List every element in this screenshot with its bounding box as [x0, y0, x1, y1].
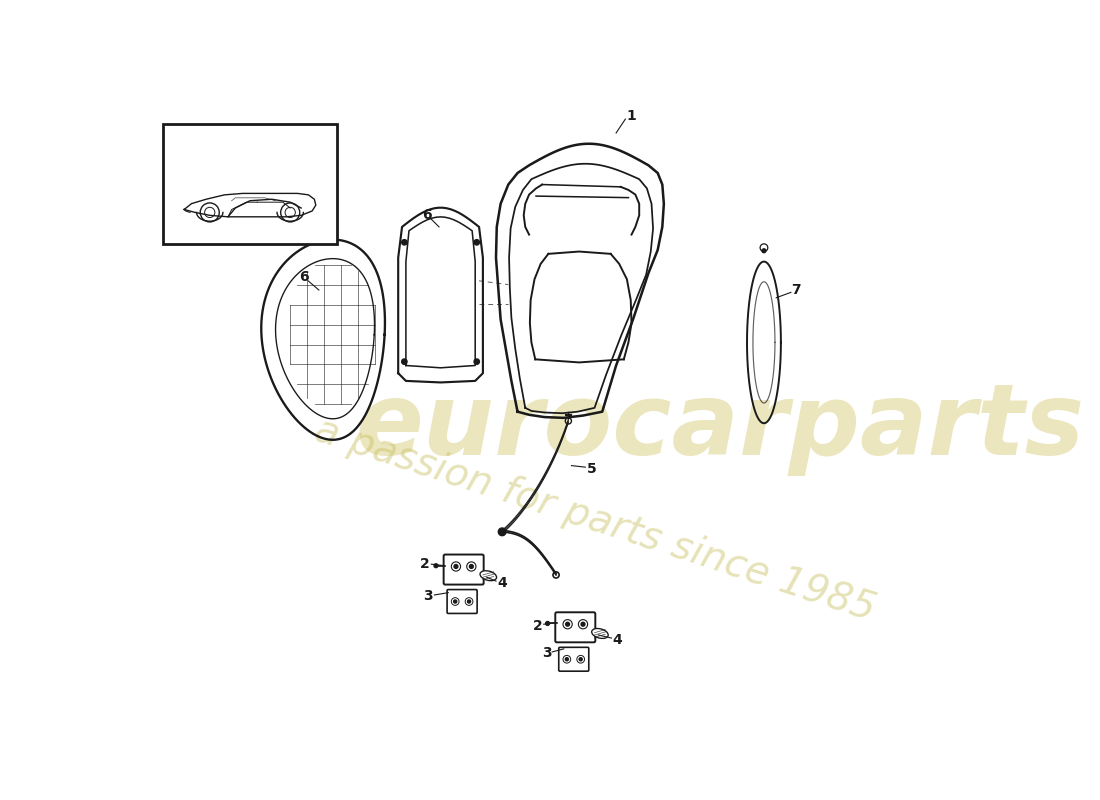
Text: eurocarparts: eurocarparts: [356, 378, 1085, 475]
Text: 7: 7: [792, 283, 801, 297]
Bar: [163, 124, 338, 244]
Text: a passion for parts since 1985: a passion for parts since 1985: [310, 410, 880, 628]
Ellipse shape: [480, 570, 496, 581]
Circle shape: [580, 658, 582, 661]
Circle shape: [434, 564, 438, 568]
Circle shape: [474, 359, 480, 364]
Circle shape: [402, 240, 407, 245]
Text: 2: 2: [420, 557, 430, 571]
Circle shape: [453, 600, 456, 603]
Text: 3: 3: [424, 590, 433, 603]
Circle shape: [762, 249, 766, 253]
FancyBboxPatch shape: [556, 612, 595, 642]
Circle shape: [581, 622, 585, 626]
Circle shape: [474, 240, 480, 245]
Text: 3: 3: [542, 646, 551, 661]
Circle shape: [546, 622, 550, 626]
FancyBboxPatch shape: [447, 590, 477, 614]
Text: 6: 6: [299, 270, 308, 284]
FancyBboxPatch shape: [559, 647, 588, 671]
Text: 2: 2: [532, 618, 542, 633]
Text: 1: 1: [627, 109, 637, 123]
Circle shape: [454, 565, 458, 568]
Text: 6: 6: [422, 208, 431, 222]
Text: 4: 4: [613, 633, 623, 646]
Ellipse shape: [592, 629, 608, 638]
Circle shape: [565, 658, 569, 661]
FancyBboxPatch shape: [443, 554, 484, 585]
Circle shape: [468, 600, 471, 603]
Circle shape: [470, 565, 473, 568]
Text: 4: 4: [497, 576, 507, 590]
Text: 5: 5: [586, 462, 596, 476]
Circle shape: [402, 359, 407, 364]
Circle shape: [498, 528, 506, 536]
Circle shape: [565, 622, 570, 626]
